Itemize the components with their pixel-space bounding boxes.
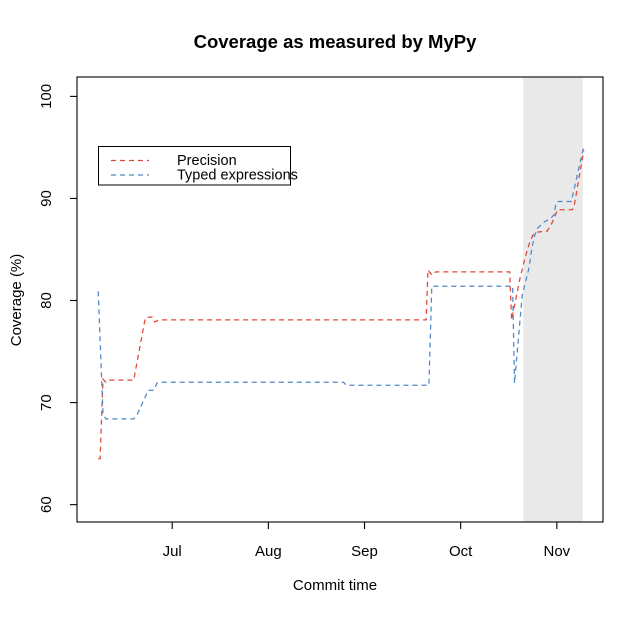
highlight-band-layer (523, 77, 583, 522)
y-tick-label: 100 (38, 84, 55, 109)
y-tick-label: 60 (38, 496, 55, 513)
x-tick-label: Jul (163, 543, 182, 560)
legend-label-typed-expressions: Typed expressions (177, 168, 298, 184)
plot-box-border (76, 76, 604, 523)
precision-line (98, 150, 585, 460)
legend-box (98, 146, 291, 186)
legend-label-precision: Precision (177, 153, 237, 169)
x-tick-label: Aug (255, 543, 282, 560)
data-series-layer (97, 146, 585, 460)
y-tick-label: 70 (38, 394, 55, 411)
x-tick-label: Oct (449, 543, 473, 560)
x-tick-label: Nov (543, 543, 570, 560)
x-tick-label: Sep (351, 543, 378, 560)
y-tick-label: 90 (38, 190, 55, 207)
typed-expressions-line (97, 146, 585, 420)
y-axis-label: Coverage (%) (8, 254, 25, 347)
highlight-band (523, 77, 583, 522)
chart-title: Coverage as measured by MyPy (194, 31, 477, 52)
axis-tick-layer: Jul Aug Sep Oct Nov 60 70 80 90 100 (38, 84, 571, 560)
x-axis-label: Commit time (293, 577, 377, 594)
y-tick-label: 80 (38, 292, 55, 309)
legend: Precision Typed expressions (98, 146, 298, 186)
